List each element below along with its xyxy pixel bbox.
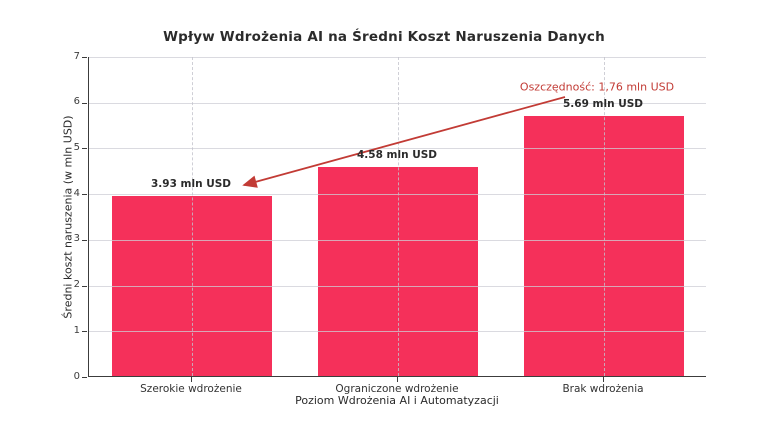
- y-gridline: [89, 285, 706, 287]
- y-tick-label: 5: [73, 141, 80, 153]
- chart-title: Wpływ Wdrożenia AI na Średni Koszt Narus…: [163, 29, 605, 45]
- y-tick-label: 4: [73, 187, 80, 199]
- bar-value-label: 3.93 mln USD: [150, 178, 232, 191]
- y-gridline: [89, 331, 706, 333]
- y-tick-label: 3: [73, 233, 80, 245]
- y-tick-mark: [82, 194, 87, 196]
- x-tick-mark: [397, 377, 398, 382]
- x-category-label: Ograniczone wdrożenie: [335, 383, 459, 395]
- y-tick-label: 2: [73, 279, 80, 291]
- y-tick-mark: [82, 377, 87, 378]
- x-gridline: [192, 57, 193, 376]
- y-gridline: [89, 239, 706, 241]
- y-tick-mark: [82, 102, 87, 104]
- y-gridline: [89, 194, 706, 196]
- y-tick-label: 7: [73, 50, 80, 62]
- x-category-label: Szerokie wdrożenie: [140, 383, 242, 395]
- bar-value-label: 4.58 mln USD: [356, 148, 438, 161]
- y-tick-label: 6: [73, 96, 80, 108]
- y-tick-mark: [82, 57, 87, 58]
- x-tick-mark: [191, 377, 192, 382]
- x-tick-mark: [603, 377, 604, 382]
- y-gridline: [89, 57, 706, 58]
- x-category-label: Brak wdrożenia: [562, 383, 644, 395]
- y-tick-mark: [82, 285, 87, 287]
- bar-value-label: 5.69 mln USD: [562, 97, 644, 110]
- y-tick-mark: [82, 148, 87, 150]
- savings-annotation: Oszczędność: 1,76 mln USD: [519, 80, 675, 94]
- y-tick-label: 1: [73, 324, 80, 336]
- x-axis-label: Poziom Wdrożenia AI i Automatyzacji: [295, 394, 499, 407]
- y-tick-mark: [82, 331, 87, 333]
- x-gridline: [398, 57, 399, 376]
- x-gridline: [604, 57, 605, 376]
- y-tick-label: 0: [73, 370, 80, 382]
- y-tick-mark: [82, 239, 87, 241]
